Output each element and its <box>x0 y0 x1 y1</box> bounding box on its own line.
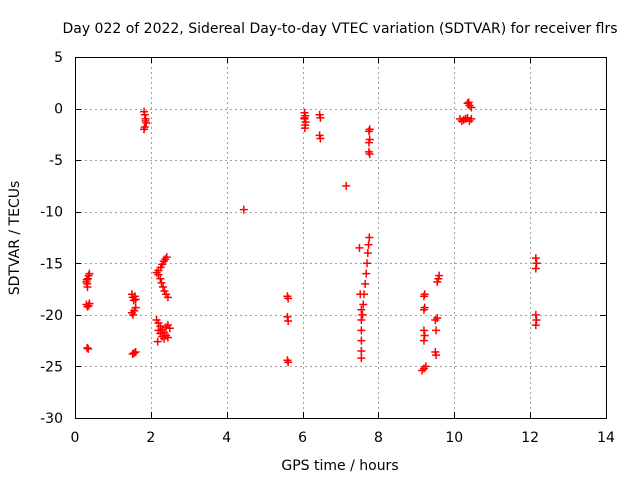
data-point <box>162 253 171 262</box>
data-point <box>83 283 92 292</box>
data-point <box>531 310 540 319</box>
data-point <box>163 333 172 342</box>
data-point <box>420 290 429 299</box>
data-point <box>129 296 138 305</box>
data-point <box>467 103 476 112</box>
data-point <box>141 116 150 125</box>
y-tick-label: -25 <box>40 359 63 375</box>
data-point <box>365 135 374 144</box>
y-tick-label: -20 <box>40 308 63 324</box>
x-tick-label: 6 <box>298 430 307 446</box>
data-point <box>467 114 476 123</box>
y-axis-label: SDTVAR / TECUs <box>7 181 23 296</box>
data-point <box>420 303 429 312</box>
data-point <box>158 283 167 292</box>
data-point <box>342 181 351 190</box>
data-point <box>163 293 172 302</box>
x-tick-label: 2 <box>146 430 155 446</box>
data-point <box>163 321 172 330</box>
data-point <box>361 279 370 288</box>
data-point <box>365 149 374 158</box>
data-point <box>532 316 541 325</box>
data-point <box>129 310 138 319</box>
data-point <box>358 310 367 319</box>
data-point <box>435 271 444 280</box>
x-tick-label: 12 <box>521 430 539 446</box>
data-point <box>300 113 309 122</box>
data-point <box>316 113 325 122</box>
data-point <box>157 278 166 287</box>
x-tick-label: 14 <box>597 430 615 446</box>
data-point <box>84 344 93 353</box>
data-point <box>83 343 92 352</box>
data-point <box>419 336 428 345</box>
data-point <box>131 303 140 312</box>
data-point <box>283 312 292 321</box>
data-point <box>531 321 540 330</box>
data-point <box>433 313 442 322</box>
data-point <box>130 349 139 358</box>
y-tick-label: -30 <box>40 411 63 427</box>
data-point <box>420 331 429 340</box>
data-point <box>316 134 325 143</box>
x-tick-label: 10 <box>445 430 463 446</box>
x-tick-label: 8 <box>374 430 383 446</box>
data-point <box>131 347 140 356</box>
data-point <box>131 295 140 304</box>
grid <box>75 57 606 418</box>
data-points <box>82 98 541 375</box>
data-point <box>419 326 428 335</box>
x-tick-label: 4 <box>222 430 231 446</box>
data-point <box>284 294 293 303</box>
data-point <box>357 326 366 335</box>
data-point <box>363 259 372 268</box>
y-tick-label: -5 <box>49 153 63 169</box>
data-point <box>357 346 366 355</box>
data-point <box>432 351 441 360</box>
data-point <box>531 254 540 263</box>
data-point <box>300 124 309 133</box>
y-tick-label: 0 <box>54 102 63 118</box>
y-tick-label: 5 <box>54 50 63 66</box>
data-point <box>239 205 248 214</box>
axis-ticks: 0 2 4 6 8 10 12 14 5 0 -5 -10 -15 -20 -25 -30 <box>40 50 615 446</box>
data-point <box>156 274 165 283</box>
data-point <box>359 300 368 309</box>
data-point <box>357 305 366 314</box>
x-tick-label: 0 <box>71 430 80 446</box>
data-point <box>153 337 162 346</box>
data-point <box>464 98 473 107</box>
data-point <box>421 362 430 371</box>
data-point <box>85 299 94 308</box>
data-point <box>365 233 374 242</box>
data-point <box>432 326 441 335</box>
data-point <box>531 264 540 273</box>
data-point <box>140 125 149 134</box>
chart-title: Day 022 of 2022, Sidereal Day-to-day VTE… <box>62 21 617 37</box>
data-point <box>85 269 94 278</box>
data-point <box>284 317 293 326</box>
data-point <box>365 125 374 134</box>
data-point <box>140 110 149 119</box>
plot-frame <box>75 57 607 419</box>
data-point <box>360 290 369 299</box>
data-point <box>532 259 541 268</box>
data-point <box>357 336 366 345</box>
data-point <box>355 243 364 252</box>
data-point <box>357 316 366 325</box>
data-point <box>82 275 91 284</box>
data-point <box>362 269 371 278</box>
y-tick-label: -10 <box>40 205 63 221</box>
data-point <box>160 334 169 343</box>
data-point <box>284 358 293 367</box>
data-point <box>363 248 372 257</box>
y-tick-label: -15 <box>40 256 63 272</box>
data-point <box>357 354 366 363</box>
data-point <box>364 240 373 249</box>
x-axis-label: GPS time / hours <box>281 458 398 474</box>
